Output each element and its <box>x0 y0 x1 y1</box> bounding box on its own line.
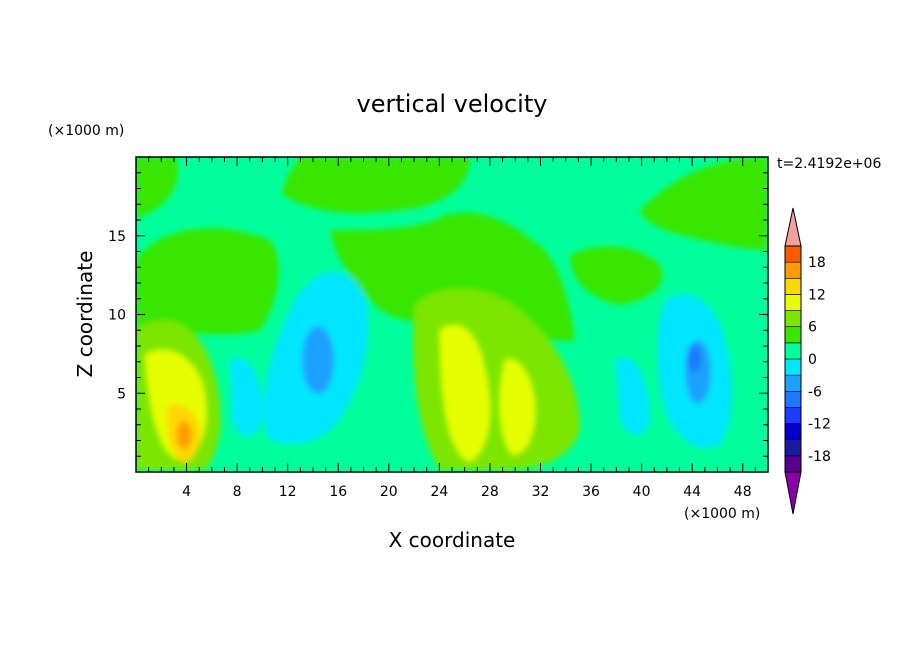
colorbar-over-triangle <box>784 207 802 247</box>
contour-positive-top-right <box>640 157 768 250</box>
x-tick-label: 8 <box>233 484 242 500</box>
y-tick-label: 5 <box>117 386 126 402</box>
colorbar-label: 0 <box>808 352 817 368</box>
y-axis-label: Z coordinate <box>73 251 97 378</box>
x-tick-label: 24 <box>430 484 448 500</box>
x-tick-label: 44 <box>683 484 701 500</box>
colorbar-frame <box>784 245 802 473</box>
velocity-field <box>136 157 768 472</box>
x-tick-label: 40 <box>633 484 651 500</box>
colorbar-label: 12 <box>808 287 826 303</box>
y-tick-label: 15 <box>108 229 126 245</box>
colorbar-segment <box>784 294 802 311</box>
colorbar-segment <box>784 342 802 360</box>
x-unit-label: (×1000 m) <box>684 506 760 522</box>
colorbar-label: -18 <box>808 449 831 465</box>
x-tick-label: 32 <box>532 484 550 500</box>
colorbar-segment <box>784 423 802 441</box>
contour-updraft-left-peak <box>177 421 191 449</box>
contour-downdraft-right-trail <box>615 358 650 435</box>
x-tick-label: 28 <box>481 484 499 500</box>
colorbar-segment <box>784 390 802 408</box>
colorbar-label: -12 <box>808 417 831 433</box>
colorbar-segment <box>784 439 802 457</box>
colorbar-segment <box>784 358 802 376</box>
colorbar-segment <box>784 277 802 295</box>
colorbar-segment <box>784 245 802 263</box>
x-axis-label: X coordinate <box>389 528 516 552</box>
colorbar-label: -6 <box>808 384 822 400</box>
colorbar-label: 6 <box>808 320 817 336</box>
colorbar-label: 18 <box>808 255 826 271</box>
contour-downdraft-left-trail <box>230 358 263 437</box>
x-tick-label: 4 <box>182 484 191 500</box>
colorbar-segment <box>784 374 802 392</box>
contour-downdraft-right-peak <box>687 344 701 372</box>
contour-positive-right-center <box>570 246 663 305</box>
x-tick-label: 48 <box>734 484 752 500</box>
time-label: t=2.4192e+06 <box>777 156 881 172</box>
x-tick-label: 36 <box>582 484 600 500</box>
x-tick-label: 12 <box>279 484 297 500</box>
colorbar-segment <box>784 326 802 344</box>
contour-updraft-center-inner-a <box>440 324 490 462</box>
y-unit-label: (×1000 m) <box>48 123 124 139</box>
x-tick-label: 16 <box>329 484 347 500</box>
contour-positive-upper-left <box>136 228 279 335</box>
contour-positive-top-center <box>282 157 470 214</box>
colorbar-segment <box>784 407 802 424</box>
chart-title: vertical velocity <box>357 90 548 118</box>
colorbar-segment <box>784 310 802 328</box>
contour-positive-upper-left-top <box>136 157 179 218</box>
contour-updraft-center-inner-b <box>499 359 535 455</box>
colorbar: 18 12 6 0 -6 -12 -18 <box>784 207 831 515</box>
y-tick-label: 10 <box>108 308 126 324</box>
contour-downdraft-left-core <box>302 326 334 394</box>
colorbar-under-triangle <box>784 471 802 515</box>
colorbar-segment <box>784 455 802 473</box>
x-tick-label: 20 <box>380 484 398 500</box>
colorbar-segment <box>784 261 802 279</box>
